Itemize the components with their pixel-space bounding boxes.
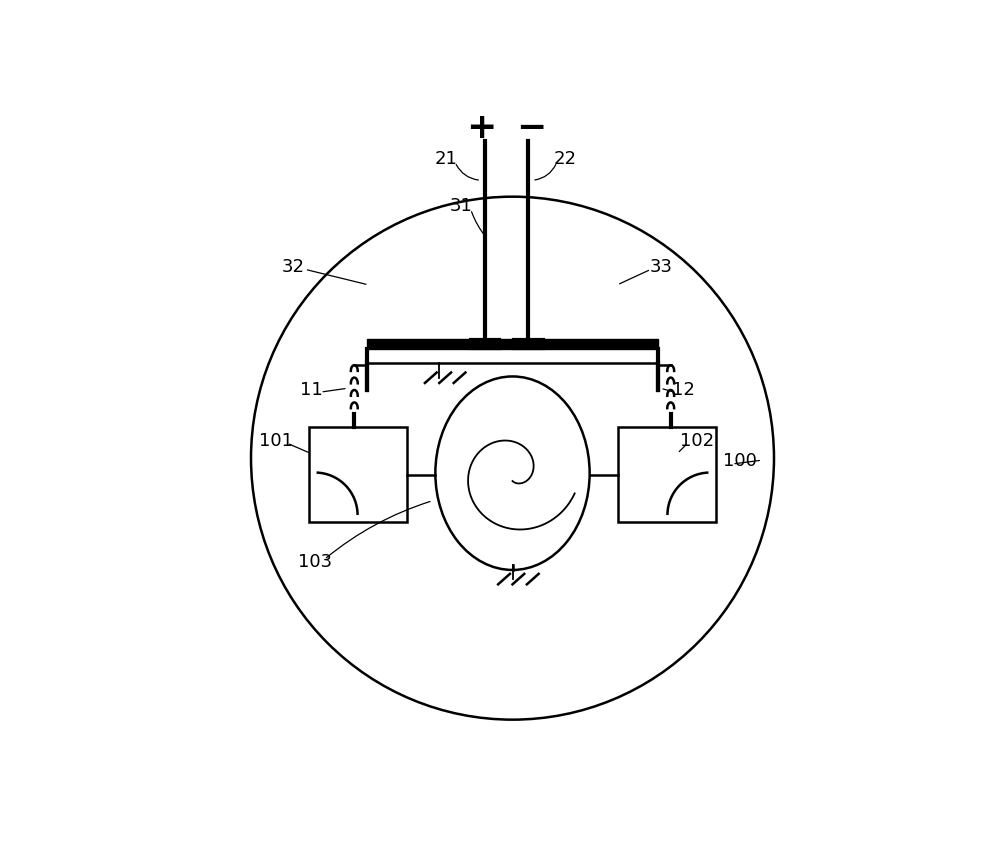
Text: 100: 100: [723, 453, 757, 470]
Text: 31: 31: [450, 198, 473, 216]
Text: 102: 102: [680, 431, 714, 449]
Text: 101: 101: [259, 431, 293, 449]
Text: 21: 21: [434, 150, 457, 168]
Bar: [618, 427, 716, 521]
Text: +: +: [466, 111, 496, 145]
Text: 32: 32: [282, 257, 305, 276]
Text: 33: 33: [650, 257, 673, 276]
Bar: [309, 427, 407, 521]
Ellipse shape: [435, 376, 590, 570]
Text: −: −: [516, 111, 546, 145]
Text: 12: 12: [672, 380, 695, 398]
Text: 11: 11: [300, 380, 323, 398]
Text: 103: 103: [298, 553, 332, 571]
Text: 22: 22: [553, 150, 576, 168]
